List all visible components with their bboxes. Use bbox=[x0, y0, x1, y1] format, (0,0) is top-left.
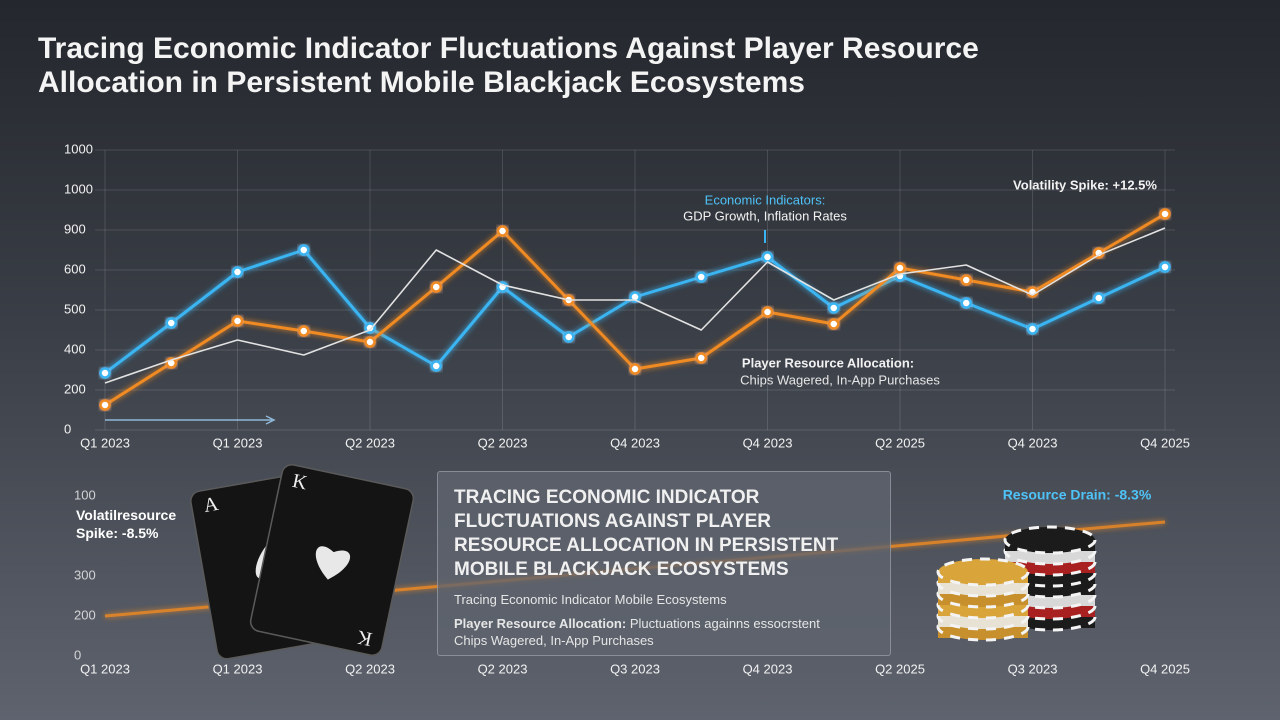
annotation: GDP Growth, Inflation Rates bbox=[683, 208, 847, 223]
annotation: Economic Indicators: bbox=[705, 192, 826, 207]
y-tick-label: 600 bbox=[64, 261, 86, 276]
y-tick-label: 100 bbox=[74, 487, 96, 502]
annotation: Chips Wagered, In-App Purchases bbox=[740, 372, 940, 387]
point bbox=[828, 318, 840, 330]
point bbox=[99, 367, 111, 379]
point bbox=[960, 274, 972, 286]
point bbox=[828, 302, 840, 314]
chip bbox=[1003, 525, 1097, 555]
annotation: Resource Drain: -8.3% bbox=[1003, 487, 1152, 503]
x-tick-label: Q1 2023 bbox=[213, 435, 263, 450]
point bbox=[364, 336, 376, 348]
playing-card: KK bbox=[249, 464, 415, 656]
arrow-head bbox=[265, 415, 276, 425]
y-tick-label: 500 bbox=[64, 301, 86, 316]
y-tick-label: 0 bbox=[64, 421, 71, 436]
panel-text: Pluctuations againns essocrstent bbox=[629, 616, 820, 631]
point bbox=[1093, 292, 1105, 304]
y-tick-label: 300 bbox=[74, 567, 96, 582]
card-rank: K bbox=[355, 626, 374, 651]
x-tick-label: Q4 2025 bbox=[1140, 435, 1190, 450]
annotation: Volatilresource Spike: -8.5% bbox=[76, 507, 177, 541]
panel-title: TRACING ECONOMIC INDICATOR FLUCTUATIONS … bbox=[454, 487, 839, 580]
x-tick-label: Q2 2025 bbox=[875, 661, 925, 676]
page-title: Tracing Economic Indicator Fluctuations … bbox=[38, 32, 979, 99]
card-rank: A bbox=[202, 493, 221, 517]
point bbox=[430, 281, 442, 293]
annotation: Volatility Spike: +12.5% bbox=[1013, 177, 1157, 192]
series-line bbox=[104, 227, 1166, 384]
x-tick-label: Q2 2023 bbox=[478, 435, 528, 450]
x-tick-label: Q2 2025 bbox=[875, 435, 925, 450]
y-tick-label: 1000 bbox=[64, 141, 93, 156]
point bbox=[894, 262, 906, 274]
chip bbox=[936, 557, 1030, 587]
x-tick-label: Q2 2023 bbox=[345, 435, 395, 450]
info-panel: TRACING ECONOMIC INDICATOR FLUCTUATIONS … bbox=[437, 471, 891, 656]
x-tick-label: Q4 2023 bbox=[743, 661, 793, 676]
x-tick-label: Q2 2023 bbox=[478, 661, 528, 676]
point bbox=[165, 317, 177, 329]
point bbox=[99, 399, 111, 411]
panel-subtitle: Tracing Economic Indicator Mobile Ecosys… bbox=[454, 592, 727, 607]
x-tick-label: Q3 2023 bbox=[1008, 661, 1058, 676]
point bbox=[695, 271, 707, 283]
point bbox=[231, 315, 244, 327]
y-tick-label: 0 bbox=[74, 647, 81, 662]
annotation: Player Resource Allocation: bbox=[742, 355, 914, 370]
point bbox=[1159, 208, 1171, 220]
point bbox=[430, 360, 442, 372]
x-tick-label: Q1 2023 bbox=[213, 661, 263, 676]
x-tick-label: Q3 2023 bbox=[610, 661, 660, 676]
x-tick-label: Q2 2023 bbox=[345, 661, 395, 676]
point bbox=[496, 225, 509, 237]
y-tick-label: 900 bbox=[64, 221, 86, 236]
point bbox=[231, 266, 244, 278]
x-tick-label: Q4 2025 bbox=[1140, 661, 1190, 676]
panel-line: Player Resource Allocation: Pluctuations… bbox=[454, 615, 874, 649]
y-tick-label: 1000 bbox=[64, 181, 93, 196]
x-tick-label: Q1 2023 bbox=[80, 661, 130, 676]
card-rank: K bbox=[290, 470, 309, 495]
x-tick-label: Q4 2023 bbox=[610, 435, 660, 450]
y-tick-label: 200 bbox=[74, 607, 96, 622]
panel-label: Player Resource Allocation: bbox=[454, 616, 627, 631]
point bbox=[960, 297, 972, 309]
x-tick-label: Q4 2023 bbox=[1008, 435, 1058, 450]
x-tick-label: Q4 2023 bbox=[743, 435, 793, 450]
point bbox=[298, 325, 310, 337]
panel-note: Chips Wagered, In-App Purchases bbox=[454, 633, 654, 648]
point bbox=[761, 306, 774, 318]
point bbox=[298, 244, 310, 256]
y-tick-label: 400 bbox=[64, 341, 86, 356]
x-tick-label: Q1 2023 bbox=[80, 435, 130, 450]
point bbox=[629, 363, 641, 375]
card-suit bbox=[315, 546, 351, 580]
point bbox=[1159, 261, 1171, 273]
point bbox=[1026, 323, 1039, 335]
point bbox=[761, 251, 774, 263]
point bbox=[563, 331, 575, 343]
y-tick-label: 200 bbox=[64, 381, 86, 396]
point bbox=[695, 352, 707, 364]
